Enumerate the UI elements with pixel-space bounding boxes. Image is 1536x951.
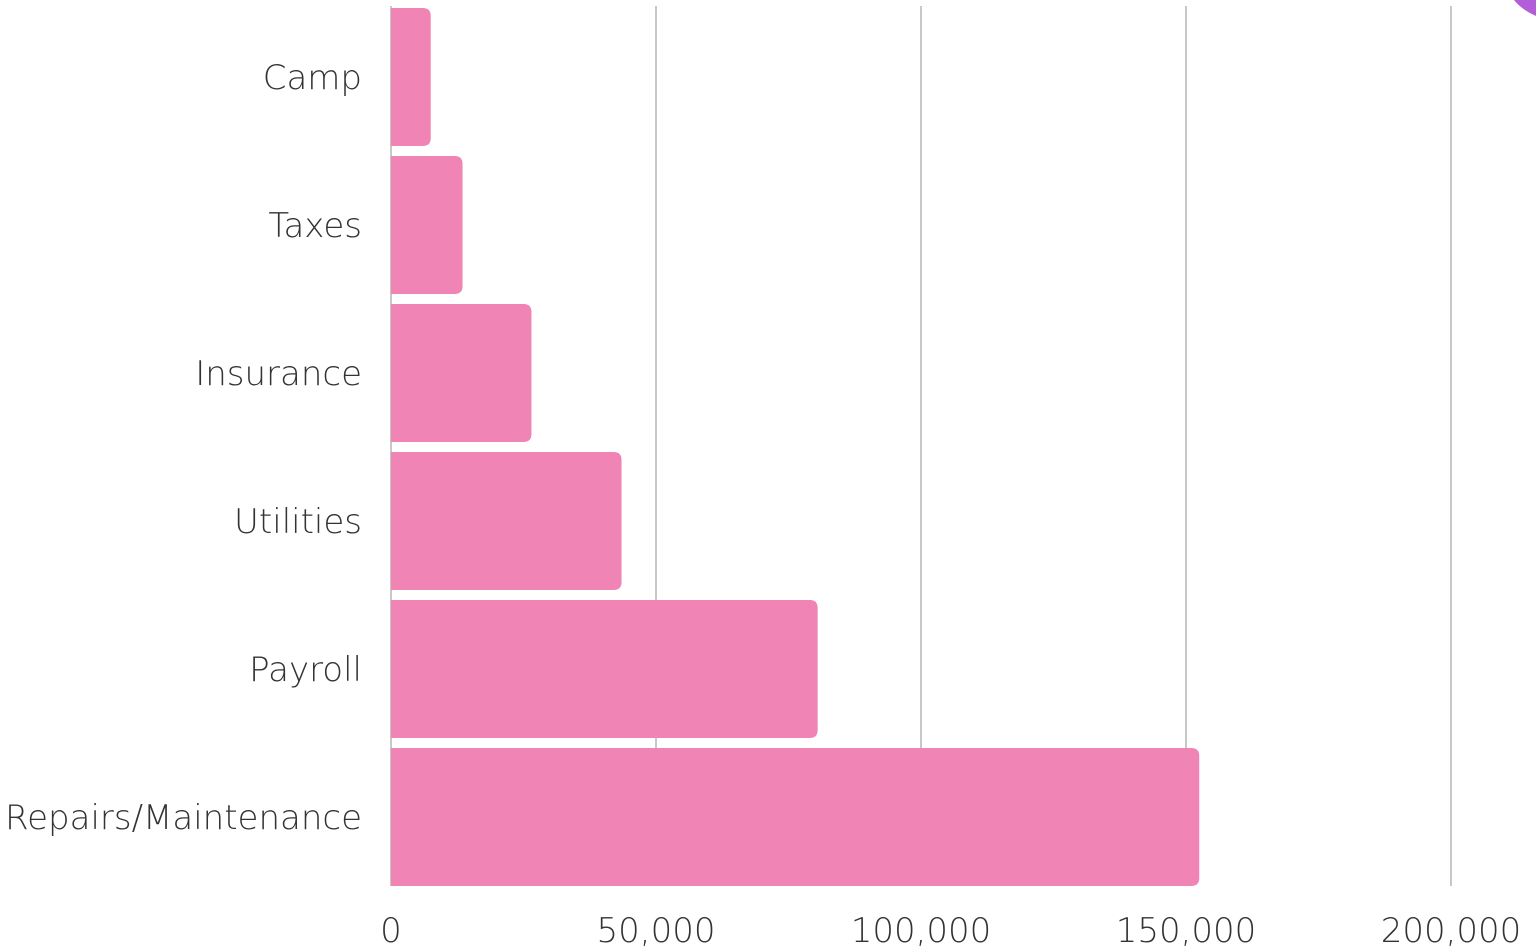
category-label: Taxes	[268, 206, 362, 246]
gridlines	[390, 6, 1452, 886]
x-tick-label: 0	[380, 911, 402, 951]
bars	[391, 8, 1200, 886]
x-tick-label: 150,000	[1116, 911, 1257, 951]
bar-camp	[391, 8, 431, 146]
category-label: Insurance	[195, 354, 362, 394]
bar-utilities	[391, 452, 622, 590]
category-label: Camp	[263, 58, 362, 98]
bar-insurance	[391, 304, 532, 442]
x-tick-label: 100,000	[851, 911, 992, 951]
x-tick-label: 200,000	[1381, 911, 1522, 951]
corner-decoration-icon	[1514, 0, 1536, 16]
bar-repairs-maintenance	[391, 748, 1200, 886]
bar-taxes	[391, 156, 463, 294]
category-labels: Camp Taxes Insurance Utilities Payroll Repair…	[5, 58, 362, 838]
x-axis-ticks: 0 50,000 100,000 150,000 200,000	[380, 911, 1521, 951]
category-label: Utilities	[234, 502, 362, 542]
category-label: Repairs/Maintenance	[5, 798, 362, 838]
x-tick-label: 50,000	[597, 911, 716, 951]
bar-payroll	[391, 600, 818, 738]
category-label: Payroll	[249, 650, 362, 690]
